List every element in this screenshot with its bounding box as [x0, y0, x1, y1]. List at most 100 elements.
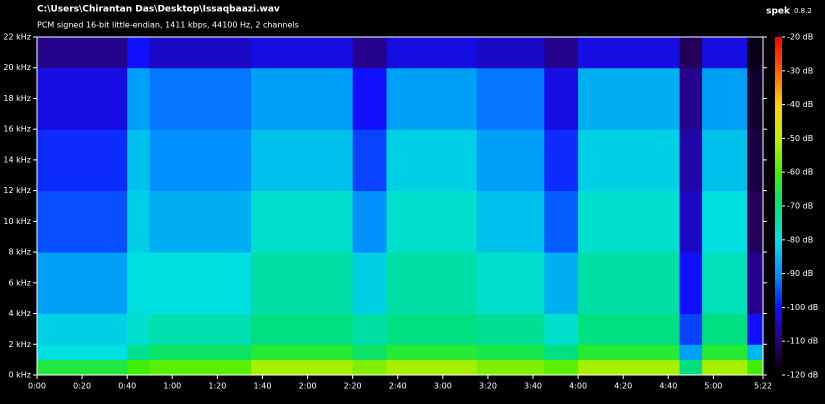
file-path: C:\Users\Chirantan Das\Desktop\Issaqbaaz…	[37, 5, 280, 15]
y-tick-label: 4 kHz	[9, 309, 31, 318]
spectrogram-cell	[476, 129, 545, 192]
y-tick-label: 8 kHz	[9, 248, 31, 257]
color-bar	[775, 37, 782, 375]
spectrogram-cell	[702, 252, 748, 315]
spectrogram-cell	[476, 252, 545, 315]
spectrogram-cell	[37, 359, 128, 376]
spectrogram-cell	[37, 67, 128, 130]
spectrogram-cell	[251, 313, 354, 345]
spectrogram-cell	[352, 344, 387, 361]
spectrogram-cell	[127, 190, 151, 253]
spectrogram-cell	[251, 67, 354, 130]
spectrogram-cell	[37, 344, 128, 361]
spectrogram-cell	[578, 190, 681, 253]
spectrogram-cell	[476, 190, 545, 253]
spectrogram-cell	[386, 313, 478, 345]
y-tick-label: 0 kHz	[9, 371, 31, 380]
spectrogram-cell	[544, 129, 579, 192]
spectrogram-cell	[149, 67, 252, 130]
x-tick-label: 3:40	[524, 382, 542, 391]
x-tick-label: 0:40	[118, 382, 136, 391]
app-name: spek	[766, 7, 791, 17]
spectrogram-cell	[544, 313, 579, 345]
spectrogram-cell	[149, 313, 252, 345]
color-tick-label: -40 dB	[787, 100, 813, 109]
y-tick-label: 14 kHz	[3, 155, 31, 164]
x-tick-label: 2:20	[344, 382, 362, 391]
spectrogram-cell	[37, 37, 128, 69]
spectrogram-cell	[352, 252, 387, 315]
y-tick-label: 10 kHz	[3, 217, 31, 226]
spectrogram-cell	[679, 359, 703, 376]
spectrogram-cell	[37, 252, 128, 315]
y-tick-label: 16 kHz	[3, 125, 31, 134]
spectrogram-cell	[127, 359, 151, 376]
spectrogram-cell	[149, 37, 252, 69]
spectrogram-cell	[149, 129, 252, 192]
color-tick-label: -60 dB	[787, 168, 813, 177]
spectrogram-cell	[679, 190, 703, 253]
color-tick-label: -70 dB	[787, 202, 813, 211]
y-tick-label: 6 kHz	[9, 278, 31, 287]
spectrogram-cell	[747, 359, 764, 376]
plot-frame	[36, 36, 764, 376]
spectrogram-cell	[544, 37, 579, 69]
color-tick-label: -20 dB	[787, 33, 813, 42]
color-tick-label: -50 dB	[787, 134, 813, 143]
spectrogram-cell	[251, 252, 354, 315]
spectrogram-cell	[352, 129, 387, 192]
spectrogram-cell	[578, 252, 681, 315]
spectrogram-cell	[127, 129, 151, 192]
spectrogram-cell	[476, 313, 545, 345]
spectrogram-cell	[352, 313, 387, 345]
spectrogram-cell	[127, 313, 151, 345]
file-info: PCM signed 16-bit little-endian, 1411 kb…	[37, 21, 299, 30]
spectrogram-cell	[679, 37, 703, 69]
spectrogram-cell	[679, 313, 703, 345]
spectrogram-cell	[578, 37, 681, 69]
spectrogram-cell	[747, 129, 764, 192]
spectrogram-cell	[37, 190, 128, 253]
spectrogram-cell	[702, 313, 748, 345]
spectrogram-cell	[37, 313, 128, 345]
spectrogram-cell	[679, 344, 703, 361]
spectrogram-cell	[386, 129, 478, 192]
x-tick-label: 0:20	[73, 382, 91, 391]
spectrogram-cell	[702, 67, 748, 130]
spectrogram-cell	[251, 129, 354, 192]
y-tick-label: 20 kHz	[3, 63, 31, 72]
spectrogram-cell	[578, 313, 681, 345]
y-tick-label: 2 kHz	[9, 340, 31, 349]
spectrogram-cell	[352, 190, 387, 253]
x-tick-label: 5:00	[704, 382, 722, 391]
spectrogram-cell	[679, 67, 703, 130]
spectrogram-cell	[747, 344, 764, 361]
spectrogram-cell	[544, 190, 579, 253]
spectrogram-cell	[127, 252, 151, 315]
spectrogram-cell	[251, 37, 354, 69]
y-tick-label: 22 kHz	[3, 33, 31, 42]
x-tick-label: 3:20	[479, 382, 497, 391]
x-tick-label: 3:00	[434, 382, 452, 391]
spectrogram-cell	[476, 37, 545, 69]
color-tick-label: -90 dB	[787, 269, 813, 278]
spectrogram-cell	[476, 344, 545, 361]
spectrogram-cell	[149, 344, 252, 361]
spectrogram-cell	[544, 359, 579, 376]
x-tick-label: 2:40	[389, 382, 407, 391]
spectrogram-cell	[386, 37, 478, 69]
spectrogram-cell	[149, 190, 252, 253]
color-tick-label: -110 dB	[787, 337, 818, 346]
spectrogram-cell	[352, 37, 387, 69]
spectrogram-cell	[747, 252, 764, 315]
spectrogram-cell	[476, 359, 545, 376]
spectrogram-cell	[679, 129, 703, 192]
spectrogram-cell	[386, 252, 478, 315]
spectrogram-cell	[386, 67, 478, 130]
spectrogram-cell	[747, 190, 764, 253]
color-tick-label: -120 dB	[787, 371, 818, 380]
spectrogram-cell	[747, 313, 764, 345]
spectrogram-cell	[37, 129, 128, 192]
